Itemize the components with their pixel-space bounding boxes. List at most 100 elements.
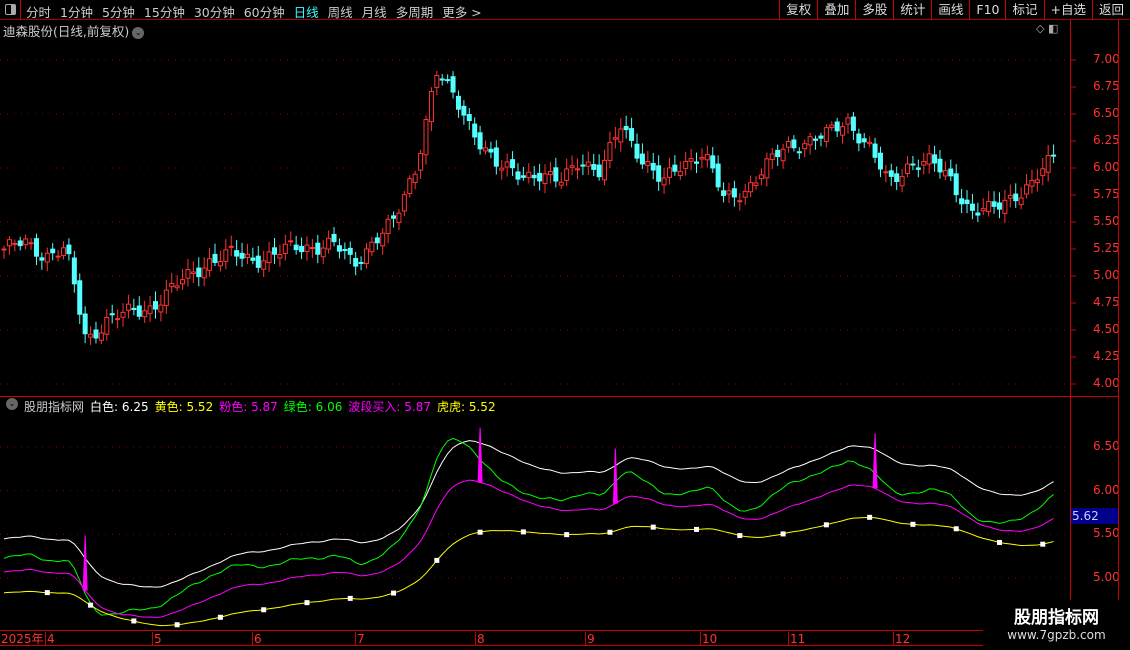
candle [845, 117, 851, 125]
tool-button[interactable]: 复权 [779, 0, 817, 20]
candle [142, 310, 148, 318]
tool-button[interactable]: 画线 [931, 0, 969, 20]
period-tab[interactable]: 5分钟 [101, 5, 135, 20]
candle [466, 114, 472, 122]
candle [412, 173, 418, 184]
candle [731, 188, 737, 198]
tool-button[interactable]: 标记 [1005, 0, 1043, 20]
candle [1029, 179, 1035, 187]
candle [748, 182, 754, 193]
price-chart[interactable] [0, 20, 1118, 630]
candle [926, 153, 932, 165]
stock-title: 迪森股份(日线,前复权) ⌄ [3, 21, 145, 40]
candle [261, 260, 267, 270]
candle [196, 267, 202, 278]
candle [136, 305, 142, 317]
candle [796, 151, 802, 154]
right-sidebar[interactable] [1118, 20, 1130, 650]
signal-dot [564, 532, 570, 538]
candle [12, 242, 18, 245]
candle [634, 143, 640, 159]
candle [737, 200, 743, 203]
period-tab[interactable]: 60分钟 [243, 5, 285, 20]
candle [818, 135, 824, 139]
year-label: 2025年 [1, 632, 44, 646]
tool-button[interactable]: F10 [969, 0, 1005, 20]
layout-toggle-button[interactable] [0, 0, 21, 20]
indicator-label: 波段买入 [348, 400, 397, 414]
candle [299, 245, 305, 253]
tool-buttons: 复权 叠加 多股 统计 画线 F10 标记 +自选 返回 [779, 0, 1130, 20]
candle [472, 123, 478, 138]
tool-button[interactable]: +自选 [1043, 0, 1092, 20]
candle [23, 238, 29, 246]
candle [331, 233, 337, 243]
candle [639, 153, 645, 165]
candle [888, 170, 894, 177]
panel-icon[interactable]: ◧ [1047, 22, 1059, 35]
watermark: 股朋指标网 www.7gpzb.com [983, 600, 1130, 650]
indicator-value: 粉色: 5.87 [219, 400, 278, 414]
tool-button[interactable]: 多股 [855, 0, 893, 20]
period-tab[interactable]: 15分钟 [143, 5, 185, 20]
candle [174, 285, 180, 289]
candle [883, 171, 889, 174]
signal-dot [780, 531, 786, 537]
candle [666, 167, 672, 178]
period-tab[interactable]: 多周期 [395, 5, 434, 20]
price-axis-label: 6.50 [1093, 106, 1120, 120]
tool-button[interactable]: 统计 [893, 0, 931, 20]
period-tab[interactable]: 日线 [293, 5, 319, 20]
indicator-value: 绿色: 6.06 [283, 400, 343, 414]
watermark-url: www.7gpzb.com [1007, 628, 1106, 642]
tool-button[interactable]: 返回 [1091, 0, 1130, 20]
candle [964, 199, 970, 204]
chevron-down-icon[interactable]: ⌄ [6, 398, 18, 410]
diamond-icon[interactable]: ◇ [1036, 22, 1045, 35]
indicator-label: 黄色 [154, 400, 179, 414]
candle [823, 127, 829, 143]
signal-dot [304, 600, 310, 606]
candle [483, 147, 489, 152]
signal-dot [953, 526, 959, 532]
candle [1013, 193, 1019, 202]
indicator-number: 6.25 [121, 400, 149, 414]
chart-options: ◇ ◧ [1036, 22, 1058, 35]
signal-dot [477, 529, 483, 535]
candle [55, 255, 61, 258]
indicator-label: 白色 [90, 400, 115, 414]
candle [293, 244, 299, 251]
candle [190, 271, 196, 275]
tool-button[interactable]: 叠加 [817, 0, 855, 20]
signal-dot [434, 557, 440, 563]
watermark-title: 股朋指标网 [1014, 608, 1099, 628]
candle [358, 261, 364, 264]
period-tab[interactable]: 月线 [361, 5, 387, 20]
candle [553, 167, 559, 182]
period-tabs: 分时 1分钟 5分钟 15分钟 30分钟 60分钟 日线 周线 月线 多周期 更多 > [26, 2, 482, 21]
candle [656, 165, 662, 182]
signal-dot [910, 521, 916, 527]
candle [537, 172, 543, 182]
period-tab[interactable]: 更多 > [442, 5, 482, 20]
period-tab[interactable]: 30分钟 [193, 5, 235, 20]
period-tab[interactable]: 1分钟 [60, 5, 93, 20]
candle [650, 162, 656, 171]
period-tab[interactable]: 周线 [327, 5, 353, 20]
candle [180, 279, 186, 285]
candle [1040, 168, 1046, 177]
buy-signal-spike [477, 427, 483, 483]
candle [910, 163, 916, 166]
candle [850, 116, 856, 131]
candle [921, 161, 927, 166]
candle [683, 161, 689, 169]
candle [461, 105, 467, 116]
candle [217, 261, 223, 267]
candle [115, 318, 121, 321]
candle [504, 161, 510, 168]
period-tab[interactable]: 分时 [26, 5, 52, 20]
candle [894, 173, 900, 182]
chevron-down-icon[interactable]: ⌄ [132, 26, 145, 39]
candle [98, 332, 104, 341]
indicator-value: 虎虎: 5.52 [436, 400, 496, 414]
